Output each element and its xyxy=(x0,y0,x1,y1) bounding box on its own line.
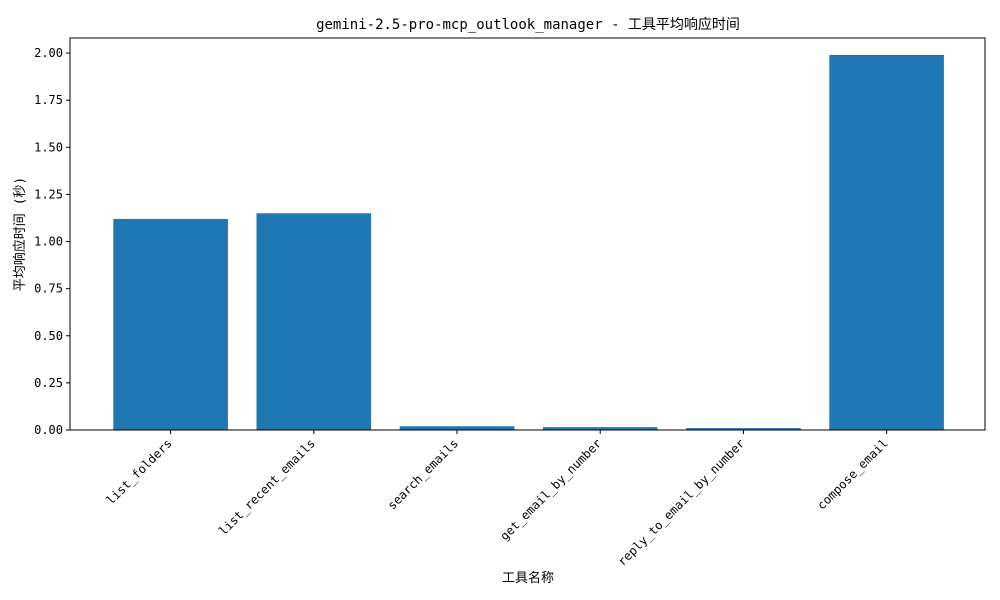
y-tick-label: 0.50 xyxy=(34,329,63,343)
bar-list_folders xyxy=(113,218,228,430)
y-tick-label: 2.00 xyxy=(34,46,63,60)
x-tick-label: compose_email xyxy=(814,436,890,512)
chart-title: gemini-2.5-pro-mcp_outlook_manager - 工具平… xyxy=(316,16,740,33)
y-tick-label: 0.25 xyxy=(34,376,63,390)
bars-group xyxy=(113,54,944,430)
bar-list_recent_emails xyxy=(256,213,372,430)
x-tick-label: list_folders xyxy=(104,436,175,507)
y-tick-label: 1.50 xyxy=(34,140,63,154)
x-tick-label: reply_to_email_by_number xyxy=(615,436,748,569)
x-axis: list_folders list_recent_emails search_ema… xyxy=(104,430,891,569)
y-tick-label: 0.75 xyxy=(34,282,63,296)
y-tick-label: 1.75 xyxy=(34,93,63,107)
bar-search_emails xyxy=(399,426,515,430)
x-tick-label: list_recent_emails xyxy=(216,436,318,538)
x-axis-label: 工具名称 xyxy=(502,570,554,586)
y-axis: 0.00 0.25 0.50 0.75 1.00 1.25 1.50 1.75 2.00 xyxy=(34,46,70,437)
y-tick-label: 1.00 xyxy=(34,235,63,249)
plot-frame xyxy=(69,37,986,431)
bar-get_email_by_number xyxy=(542,427,658,430)
bar-reply_to_email_by_number xyxy=(686,428,801,430)
bar-compose_email xyxy=(829,54,944,430)
y-tick-label: 0.00 xyxy=(34,423,63,437)
x-tick-label: search_emails xyxy=(385,436,461,512)
y-tick-label: 1.25 xyxy=(34,187,63,201)
x-tick-label: get_email_by_number xyxy=(497,436,604,543)
y-axis-label: 平均响应时间 (秒) xyxy=(12,177,28,291)
